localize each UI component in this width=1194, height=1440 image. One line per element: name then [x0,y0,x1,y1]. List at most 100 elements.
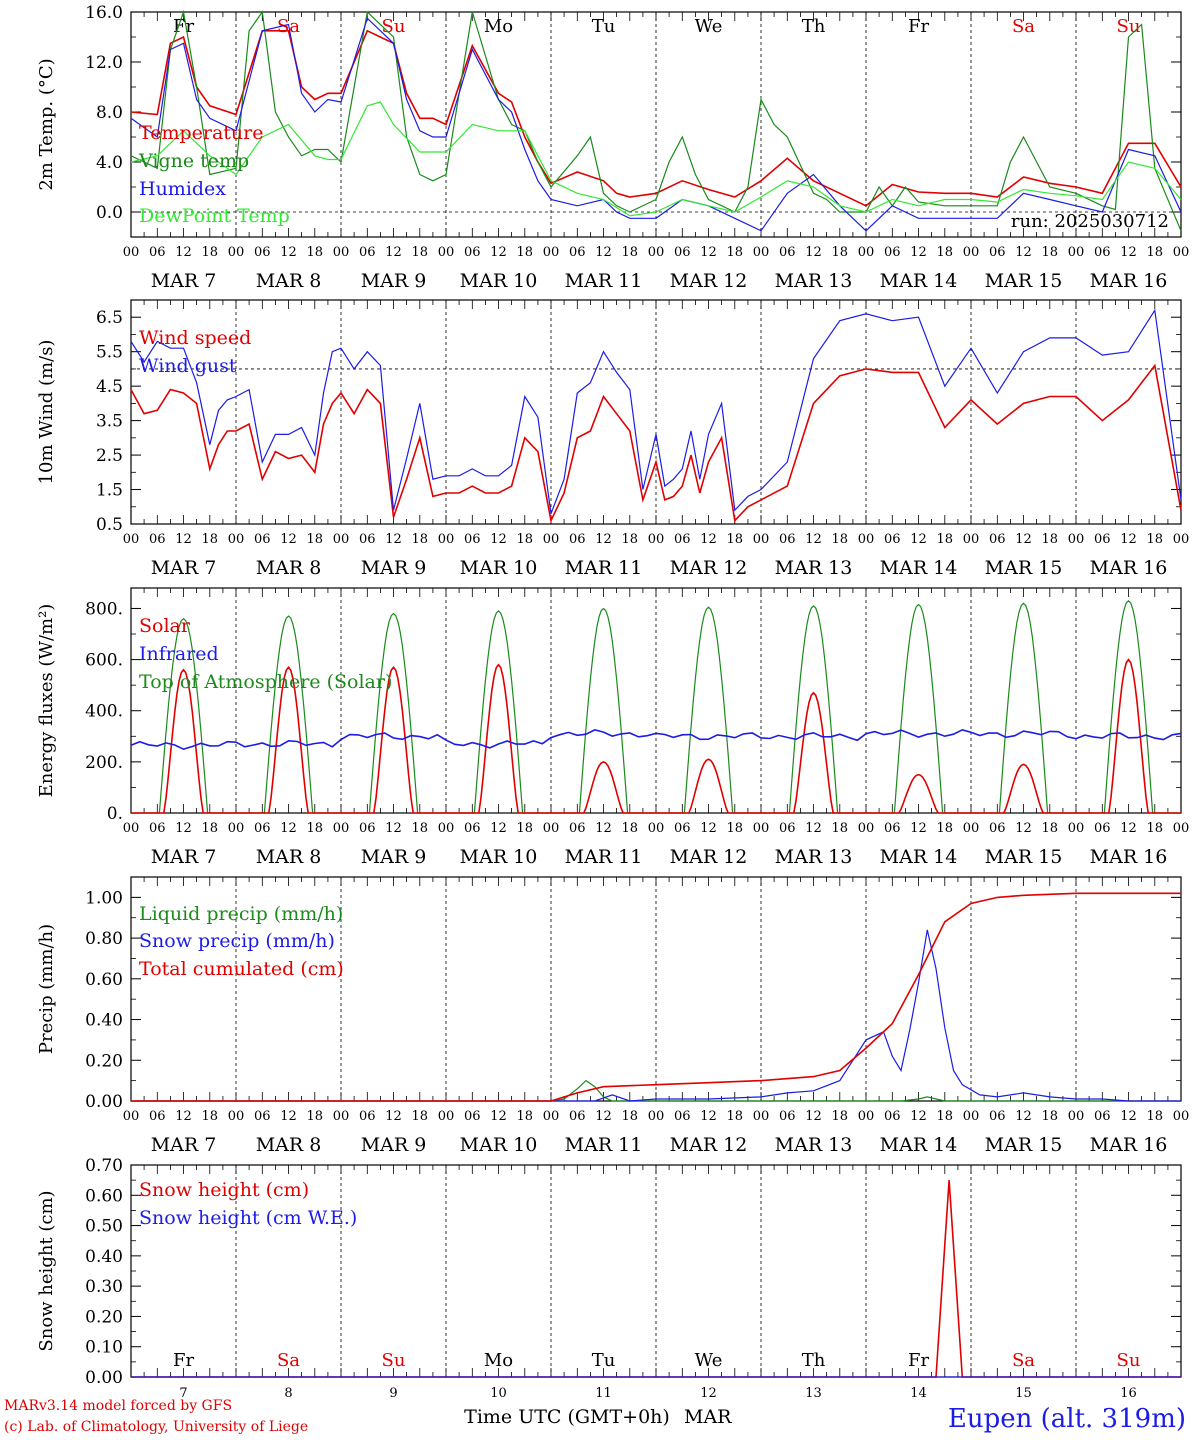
hour-tick-label: 06 [149,821,166,836]
hour-tick-label: 00 [228,532,245,547]
hour-tick-label: 00 [963,1109,980,1124]
hour-tick-label: 18 [201,1109,218,1124]
weekday-label: Su [1117,1350,1141,1371]
hour-tick-label: 18 [201,532,218,547]
hour-tick-label: 18 [1041,821,1058,836]
hour-tick-label: 00 [228,821,245,836]
y-tick-label: 0.50 [85,1217,123,1237]
hour-tick-label: 12 [1015,532,1032,547]
hour-tick-label: 00 [1068,1109,1085,1124]
month-label: MAR [684,1406,732,1428]
hour-tick-label: 12 [280,532,297,547]
hour-tick-label: 00 [543,245,560,260]
weekday-label: Sa [277,1350,300,1371]
hour-tick-label: 12 [805,532,822,547]
hour-tick-label: 12 [595,821,612,836]
hour-tick-label: 00 [438,245,455,260]
time-axis-label: Time UTC (GMT+0h) [464,1406,670,1428]
date-label: MAR 15 [985,270,1063,292]
hour-tick-label: 00 [963,532,980,547]
hour-tick-label: 12 [175,1109,192,1124]
hour-tick-label: 06 [884,821,901,836]
hour-tick-label: 06 [569,1109,586,1124]
y-tick-label: 0.20 [85,1051,123,1071]
day-number-label: 14 [910,1386,927,1401]
y-tick-label: 0.00 [85,1092,123,1112]
weekday-label: Sa [1012,16,1035,37]
hour-tick-label: 18 [411,821,428,836]
hour-tick-label: 12 [595,1109,612,1124]
hour-tick-label: 00 [1173,532,1190,547]
hour-tick-label: 06 [464,245,481,260]
panel-snow: 0.70 0.60 0.50 0.40 0.30 0.20 0.10 0.00 Snow hei… [36,1156,1182,1388]
hour-tick-label: 18 [831,821,848,836]
hour-tick-label: 12 [490,1109,507,1124]
hour-tick-label: 18 [831,245,848,260]
hour-tick-label: 18 [621,532,638,547]
hour-tick-label: 06 [779,821,796,836]
hour-tick-label: 06 [674,532,691,547]
y-tick-label: 0.30 [85,1277,123,1297]
hour-tick-label: 12 [700,245,717,260]
hour-tick-label: 12 [1015,245,1032,260]
hour-tick-label: 06 [569,532,586,547]
hour-tick-label: 00 [123,821,140,836]
hour-tick-label: 18 [1146,1109,1163,1124]
y-tick-label: 4.5 [96,377,123,397]
hour-tick-label: 00 [1173,821,1190,836]
hour-tick-label: 06 [674,1109,691,1124]
day-number-label: 12 [700,1386,717,1401]
hour-tick-label: 18 [201,821,218,836]
hour-tick-label: 00 [1173,245,1190,260]
hour-tick-label: 06 [989,245,1006,260]
y-tick-label: 5.5 [96,343,123,363]
hour-tick-label: 06 [254,1109,271,1124]
hour-tick-label: 12 [1120,821,1137,836]
hour-tick-label: 00 [123,532,140,547]
hour-tick-label: 12 [175,245,192,260]
weekday-label: Su [1117,16,1141,37]
hour-tick-label: 00 [648,821,665,836]
weekday-label: Su [382,16,406,37]
hour-tick-label: 00 [1173,1109,1190,1124]
date-label: MAR 9 [361,270,427,292]
y-tick-label: 600. [85,651,123,671]
y-tick-label: 2.5 [96,446,123,466]
hour-tick-label: 06 [254,532,271,547]
weekday-label: Th [802,16,826,37]
hour-tick-label: 18 [726,245,743,260]
hour-tick-label: 18 [201,245,218,260]
date-label: MAR 8 [256,270,322,292]
hour-tick-label: 12 [385,245,402,260]
date-label: MAR 12 [670,1134,748,1156]
legend-entry: Snow height (cm W.E.) [139,1207,357,1229]
hour-tick-label: 18 [516,245,533,260]
weekday-label: We [695,16,723,37]
hour-tick-label: 12 [805,245,822,260]
hour-tick-label: 00 [963,245,980,260]
date-label: MAR 15 [985,1134,1063,1156]
hour-tick-label: 18 [411,1109,428,1124]
y-tick-label: 0. [107,804,123,824]
date-label: MAR 11 [565,846,643,868]
weekday-label: Th [802,1350,826,1371]
date-label: MAR 7 [151,846,217,868]
hour-tick-label: 06 [779,245,796,260]
y-tick-label: 800. [85,599,123,619]
hour-tick-label: 12 [490,532,507,547]
hour-tick-label: 06 [359,245,376,260]
date-label: MAR 13 [775,846,853,868]
hour-tick-label: 06 [1094,1109,1111,1124]
hour-tick-label: 12 [490,245,507,260]
legend-entry: Liquid precip (mm/h) [139,903,343,925]
y-tick-label: 0.20 [85,1307,123,1327]
series-solar [131,658,1181,814]
date-label: MAR 10 [460,1134,538,1156]
hour-tick-label: 06 [359,1109,376,1124]
legend-entry: Humidex [139,178,226,200]
legend-entry: Wind gust [139,355,237,377]
hour-tick-label: 12 [595,532,612,547]
hour-tick-label: 18 [726,1109,743,1124]
x-minor-ticks [130,1165,1182,1377]
panel-temp: 16.0 12.0 8.0 4.0 0.0 2m Temp. (°C) 00 06 12 18 00… [36,3,1189,292]
